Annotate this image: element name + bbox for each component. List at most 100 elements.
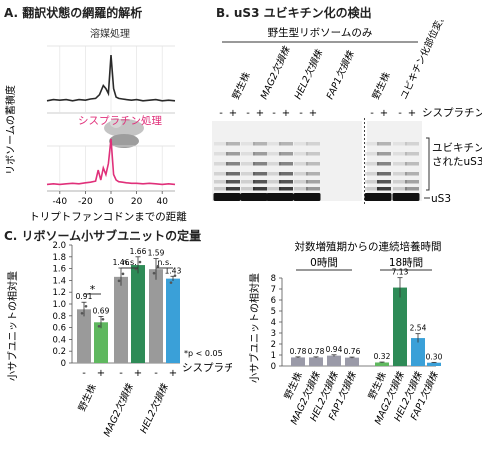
sign-label: +: [309, 108, 317, 119]
ubiquitin-band: [294, 180, 308, 184]
ubiquitin-band: [214, 152, 228, 156]
ubiquitin-band: [267, 152, 281, 156]
sign-label: -: [272, 108, 276, 119]
c-left-bar: [94, 322, 108, 363]
us3-band: [225, 193, 241, 201]
ubiquitin-band: [365, 162, 379, 166]
c-left-data-point: [173, 274, 177, 277]
significance-star: *: [90, 283, 96, 296]
c-left-y-tick-label: 0.2: [52, 347, 66, 357]
ubiquitin-band: [393, 152, 407, 156]
c-right-y-tick-label: 4: [271, 318, 276, 328]
c-right-title: 対数増殖期からの連続培養時間: [295, 240, 442, 253]
ubiquitin-band: [393, 180, 407, 184]
ubiquitin-band: [294, 187, 308, 191]
us3-band: [293, 193, 309, 201]
c-left-bar: [131, 265, 145, 363]
x-tick-label: 0: [108, 197, 114, 207]
ubiquitin-band: [241, 142, 255, 146]
sign-label: -: [370, 108, 374, 119]
ubiquitin-band: [306, 162, 320, 166]
c-right-y-tick-label: 0: [271, 362, 276, 372]
ubiquitin-band: [377, 162, 391, 166]
panel-a-title: A. 翻訳状態の網羅的解析: [4, 6, 143, 20]
c-right-value-label: 0.32: [374, 352, 391, 361]
c-right-ylabel: 小サブユニットの相対量: [248, 273, 261, 383]
c-left-sign: -: [82, 368, 86, 379]
ubiquitin-band: [306, 187, 320, 191]
c-right-value-label: 0.78: [290, 347, 307, 356]
us3-label: uS3: [431, 193, 451, 205]
us3-band: [404, 193, 420, 201]
c-right-bar: [427, 362, 441, 366]
ubiquitin-band: [253, 172, 267, 176]
ubiquitin-band: [214, 187, 228, 191]
c-left-bars: 0.910.69 1.461.66 1.591.43: [76, 247, 182, 363]
c-right-value-label: 0.94: [326, 345, 343, 354]
ubiquitin-band: [226, 187, 240, 191]
c-left-strain-labels: 野生株 MAG2欠損株 HEL2欠損株: [76, 381, 172, 439]
ubiquitin-band: [226, 180, 240, 184]
c-left-value-label: 0.69: [93, 306, 110, 315]
panel-c-title: C. リボソーム小サブユニットの定量: [4, 229, 202, 243]
ns-label-2: n.s.: [157, 258, 171, 267]
us3-band: [252, 193, 268, 201]
sign-label: +: [282, 108, 290, 119]
ubiquitinated-label-line1: ユビキチン化: [432, 141, 482, 154]
ubiquitin-band: [377, 142, 391, 146]
c-right-value-label: 0.78: [308, 347, 325, 356]
c-left-value-label: 1.66: [130, 247, 147, 256]
group-18h-label: 18時間: [389, 257, 423, 269]
ubiquitin-band: [377, 172, 391, 176]
c-right-value-label: 7.13: [392, 268, 409, 277]
lane-label: ユビキチン化部位変異株: [398, 20, 453, 101]
c-left-y-tick-label: 0.8: [52, 312, 66, 322]
ubiquitin-band: [241, 172, 255, 176]
c-left-y-tick-label: 0.6: [52, 324, 66, 334]
ubiquitin-band: [267, 172, 281, 176]
ubiquitin-band: [405, 180, 419, 184]
ubiquitin-band: [253, 187, 267, 191]
c-left-sign: +: [169, 368, 177, 379]
panel-b-title: B. uS3 ユビキチン化の検出: [216, 6, 372, 20]
panel-b-western-blot: 野生型リボソームのみ 野生株 MAG2欠損株 HEL2欠損株 FAP1欠損株 野生株 ユビ…: [212, 20, 482, 205]
ns-label-1: n.s.: [122, 258, 136, 267]
c-left-value-label: 1.43: [165, 266, 182, 275]
c-right-value-label: 0.30: [426, 352, 443, 361]
ubiquitin-band: [294, 172, 308, 176]
lane-label: 野生株: [230, 70, 253, 101]
ubiquitin-band: [365, 187, 379, 191]
ubiquitin-band: [377, 187, 391, 191]
ubiquitin-band: [226, 172, 240, 176]
c-right-bar: [375, 362, 389, 366]
c-left-sign: +: [134, 368, 142, 379]
ubiquitin-band: [226, 142, 240, 146]
c-right-y-tick-label: 2: [271, 340, 276, 350]
ubiquitin-band: [294, 162, 308, 166]
ubiquitin-band: [214, 172, 228, 176]
x-tick-label: 40: [156, 197, 168, 207]
c-right-y-tick-label: 3: [271, 329, 276, 339]
c-left-treatment-label: シスプラチン: [182, 362, 232, 374]
c-left-y-tick-label: 0: [61, 359, 66, 369]
c-left-data-point: [138, 260, 142, 264]
c-left-data-point: [80, 312, 84, 315]
sign-label: +: [380, 108, 388, 119]
ubiquitin-band: [306, 180, 320, 184]
ubiquitinated-label-line2: されたuS3: [432, 156, 482, 168]
c-left-y-tick-label: 1.2: [52, 288, 66, 298]
c-left-data-point: [169, 281, 173, 284]
ubiquitin-band: [393, 162, 407, 166]
c-right-bar: [291, 357, 305, 366]
ubiquitin-band: [241, 187, 255, 191]
ubiquitin-band: [365, 142, 379, 146]
panel-c-left-bar-chart: 小サブユニットの相対量 0 0.2 0.40.6 0.8 1.0 1.2 1.41.6 1.8…: [6, 241, 232, 439]
ubiquitin-band: [405, 187, 419, 191]
us3-band: [240, 193, 256, 201]
pvalue-note: *p < 0.05: [184, 349, 223, 358]
sign-label: +: [408, 108, 416, 119]
c-left-sign: -: [119, 368, 123, 379]
c-right-bars: 0.78 0.78 0.94 0.760.327.132.540.30: [290, 268, 443, 366]
ubiquitin-band: [267, 162, 281, 166]
